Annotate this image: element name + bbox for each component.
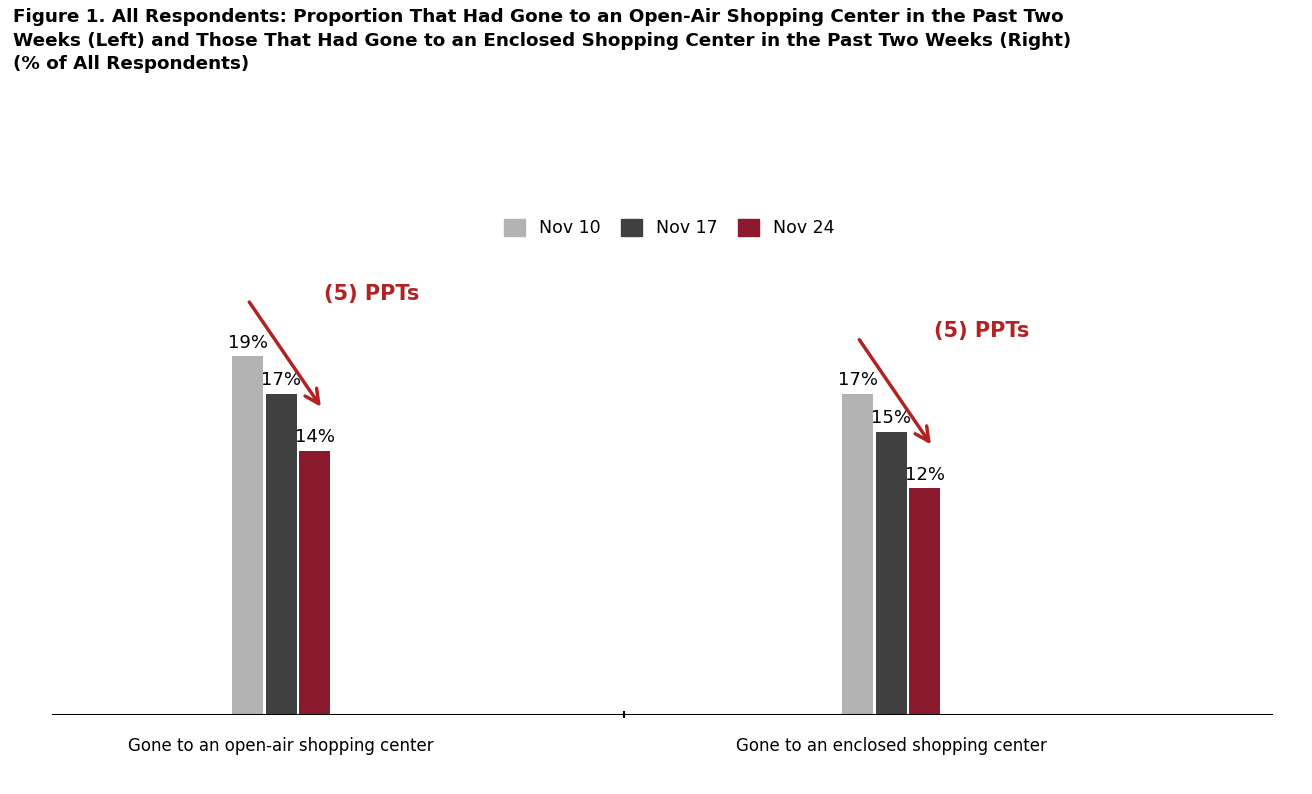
Text: (5) PPTs: (5) PPTs — [934, 322, 1030, 341]
Bar — [299, 451, 331, 715]
Text: 17%: 17% — [838, 372, 878, 389]
Text: Gone to an open-air shopping center: Gone to an open-air shopping center — [129, 737, 434, 755]
Text: 17%: 17% — [261, 372, 302, 389]
Bar — [266, 394, 297, 715]
Text: 12%: 12% — [905, 465, 945, 484]
Text: 15%: 15% — [871, 409, 912, 427]
Bar — [232, 357, 264, 715]
Text: 19%: 19% — [228, 333, 268, 352]
Text: Figure 1. All Respondents: Proportion That Had Gone to an Open-Air Shopping Cent: Figure 1. All Respondents: Proportion Th… — [13, 8, 1072, 73]
Legend: Nov 10, Nov 17, Nov 24: Nov 10, Nov 17, Nov 24 — [504, 219, 834, 237]
Text: 14%: 14% — [295, 428, 335, 446]
Text: Gone to an enclosed shopping center: Gone to an enclosed shopping center — [736, 737, 1047, 755]
Bar — [909, 488, 941, 715]
Bar — [842, 394, 874, 715]
Text: (5) PPTs: (5) PPTs — [324, 283, 420, 303]
Bar — [876, 432, 907, 715]
